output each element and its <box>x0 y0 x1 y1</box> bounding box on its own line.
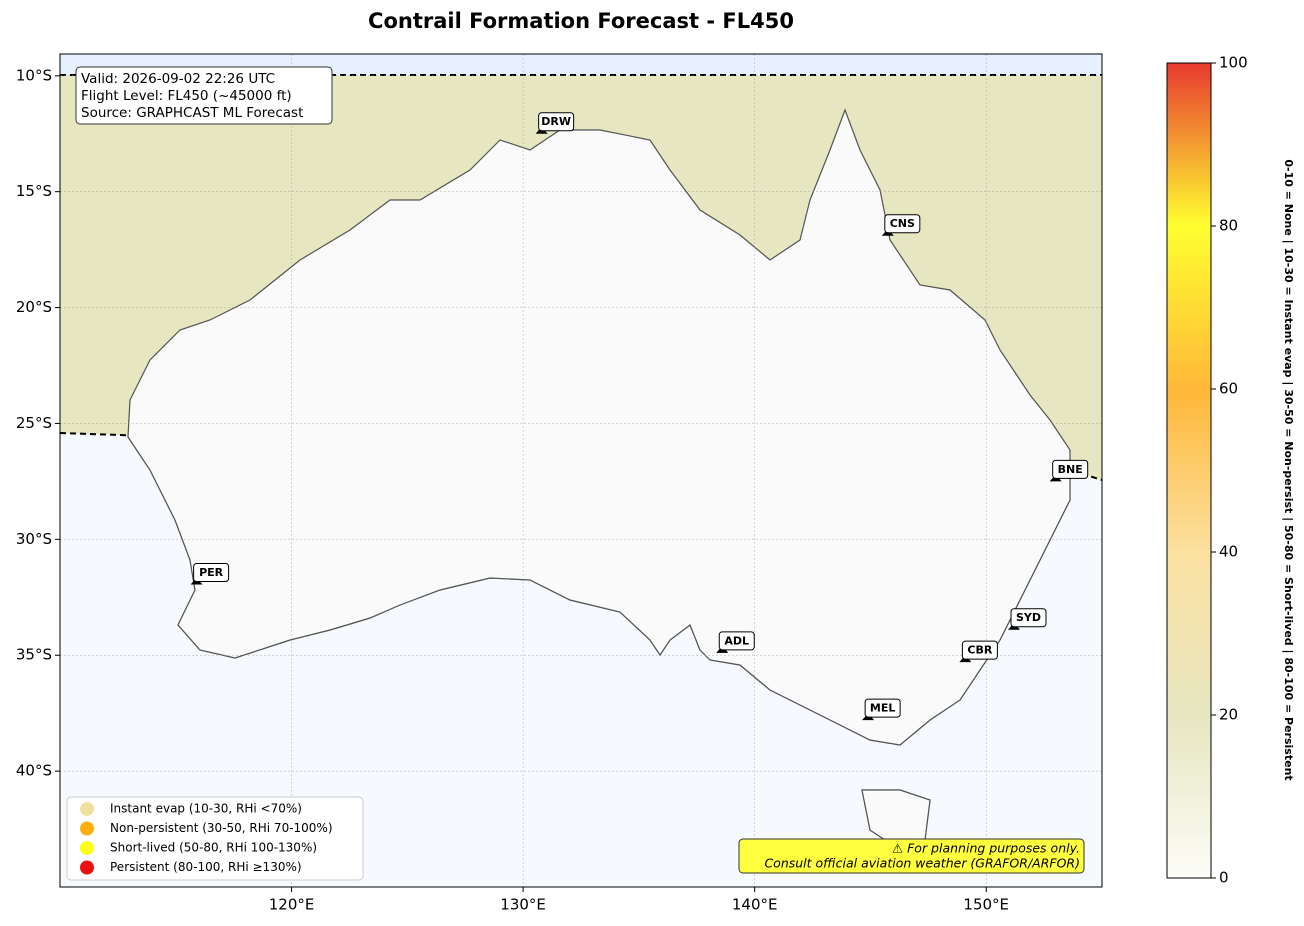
legend-label: Instant evap (10-30, RHi <70%) <box>110 802 302 816</box>
lat-label: 10°S <box>16 66 52 84</box>
colorbar-tick-label: 80 <box>1219 217 1238 235</box>
legend-swatch <box>80 821 94 836</box>
map-frame <box>59 53 1103 888</box>
city-box <box>884 214 921 234</box>
city-label: PER <box>199 566 224 579</box>
colorbar-tick-label: 40 <box>1219 543 1238 561</box>
city-box <box>1010 608 1047 628</box>
lat-label: 25°S <box>16 414 52 432</box>
legend-swatch <box>80 841 94 855</box>
colorbar-tick-label: 0 <box>1219 869 1229 887</box>
title: Contrail Formation Forecast - FL450 <box>368 9 794 33</box>
city-box <box>961 640 998 660</box>
city-label: CNS <box>890 217 915 230</box>
lon-label: 140°E <box>732 896 778 914</box>
info-line: Source: GRAPHCAST ML Forecast <box>81 105 303 121</box>
disclaimer: ⚠ For planning purposes only. <box>892 841 1080 856</box>
city-label: MEL <box>870 702 895 715</box>
city-label: SYD <box>1016 611 1041 624</box>
colorbar-tick-label: 60 <box>1219 380 1238 398</box>
city-label: BNE <box>1058 463 1083 476</box>
disclaimer-box <box>738 838 1085 874</box>
colorbar <box>1166 62 1212 879</box>
lat-label: 40°S <box>16 762 52 780</box>
legend-swatch <box>80 802 94 816</box>
map <box>60 54 1102 887</box>
lon-label: 120°E <box>269 896 315 914</box>
lat-label: 35°S <box>16 646 52 664</box>
info-box <box>75 66 333 125</box>
city-box <box>864 698 901 718</box>
lat-label: 15°S <box>16 182 52 200</box>
legend-label: Short-lived (50-80, RHi 100-130%) <box>110 841 317 855</box>
city-box <box>718 631 755 651</box>
city-label: DRW <box>541 115 571 128</box>
city-label: ADL <box>724 634 749 647</box>
lon-label: 130°E <box>500 896 546 914</box>
info-frame <box>75 66 333 125</box>
info-line: Valid: 2026-09-02 22:26 UTC <box>81 71 275 87</box>
colorbar-tick-label: 100 <box>1219 54 1248 72</box>
city-box <box>193 563 230 583</box>
city-label: CBR <box>967 644 992 657</box>
city-box <box>1052 459 1089 479</box>
legend-label: Persistent (80-100, RHi ≥130%) <box>110 860 302 874</box>
colorbar-tick-label: 20 <box>1219 706 1238 724</box>
info-line: Flight Level: FL450 (~45000 ft) <box>81 88 292 104</box>
lat-label: 30°S <box>16 530 52 548</box>
disclaimer: Consult official aviation weather (GRAFO… <box>764 856 1080 871</box>
lat-label: 20°S <box>16 298 52 316</box>
colorbar-label: 0-10 = None | 10-30 = Instant evap | 30-… <box>1282 159 1295 780</box>
city-box <box>538 112 575 132</box>
legend-frame <box>66 796 364 881</box>
lon-label: 150°E <box>963 896 1009 914</box>
legend-label: Non-persistent (30-50, RHi 70-100%) <box>110 821 333 835</box>
legend-swatch <box>80 860 94 875</box>
